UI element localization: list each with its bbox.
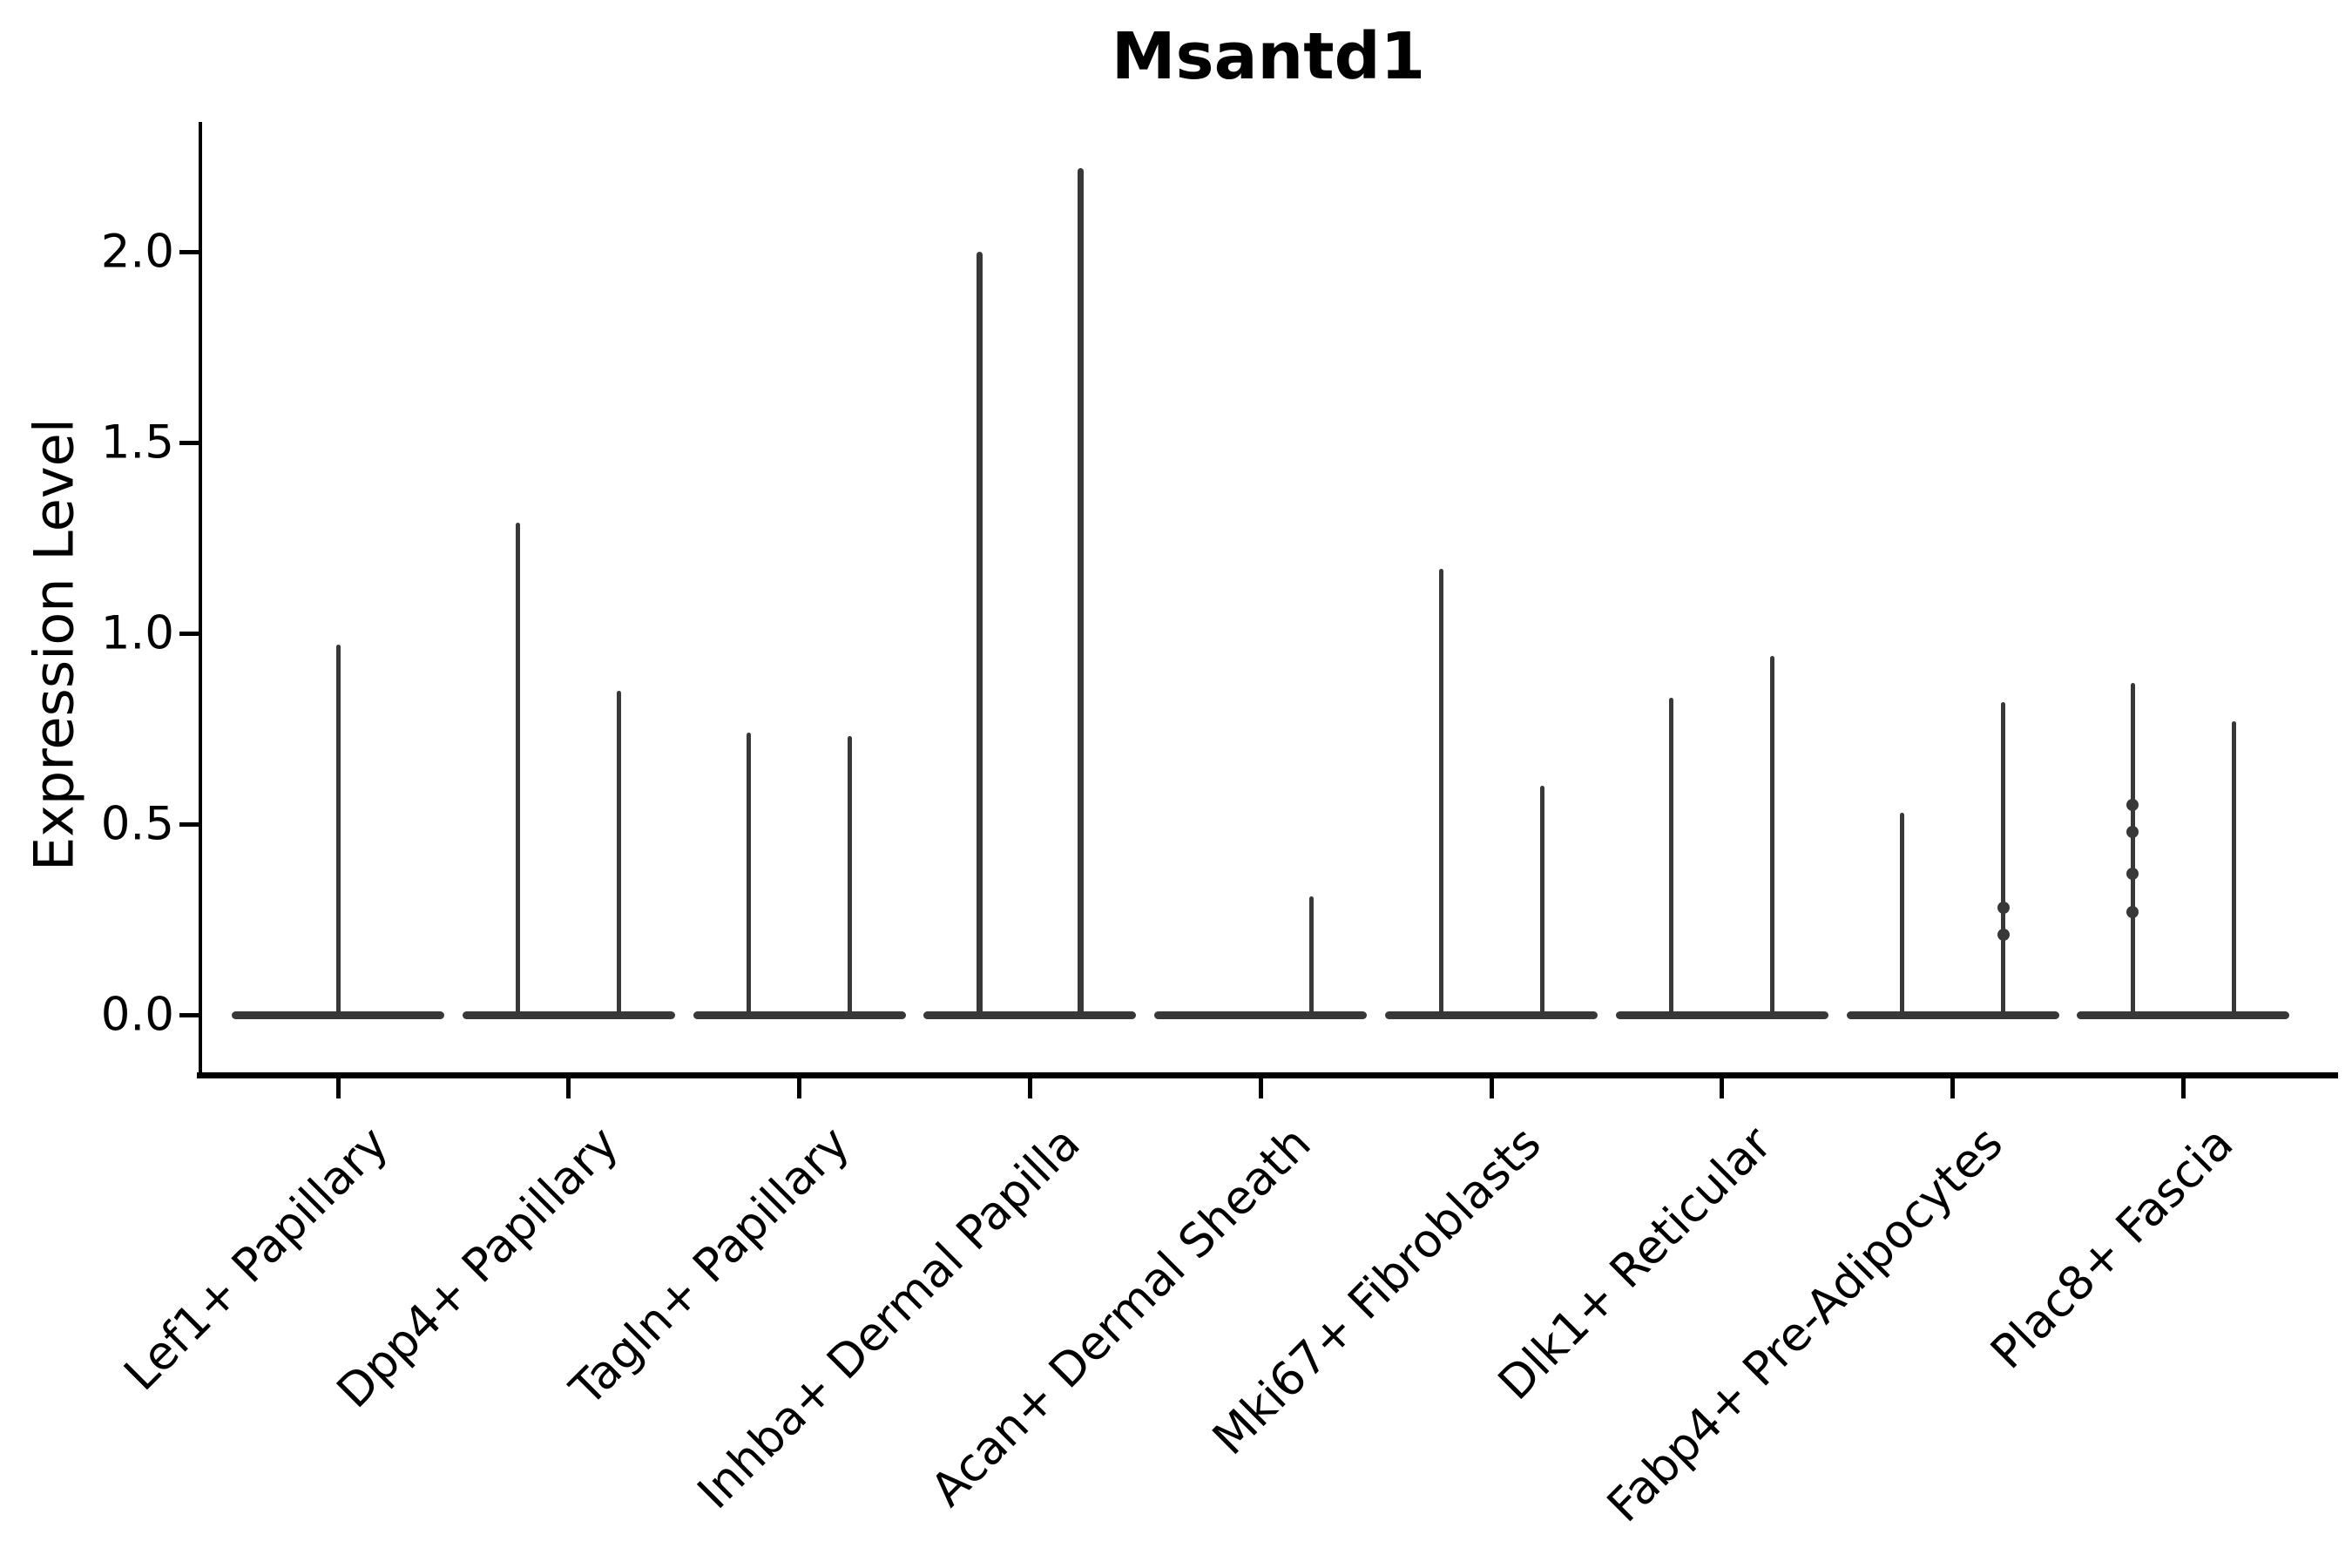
x-tick	[566, 1078, 571, 1098]
x-tick	[1258, 1078, 1263, 1098]
y-tick-label: 0.0	[100, 988, 174, 1042]
y-tick-label: 1.0	[100, 606, 174, 660]
x-tick	[1950, 1078, 1956, 1098]
violin-base	[923, 1010, 1137, 1019]
violin-density-knot	[1997, 902, 2010, 915]
y-tick	[179, 440, 199, 445]
violin-base	[462, 1010, 675, 1019]
x-tick	[1027, 1078, 1032, 1098]
violin-density-knot	[2126, 905, 2139, 918]
violin-spike	[1900, 812, 1905, 1019]
y-axis-spine	[199, 122, 202, 1078]
x-tick	[797, 1078, 802, 1098]
violin-density-knot	[1997, 929, 2010, 942]
chart-title: Msantd1	[1111, 19, 1426, 94]
violin-spike	[747, 732, 752, 1019]
y-tick	[179, 249, 199, 254]
x-tick-label: Plac8+ Fascia	[1981, 1117, 2244, 1380]
violin-base	[1846, 1010, 2059, 1019]
violin-base	[2077, 1010, 2290, 1019]
violin-spike	[2001, 701, 2006, 1019]
x-tick	[1489, 1078, 1494, 1098]
violin-spike	[335, 645, 341, 1019]
y-axis-label: Expression Level	[22, 418, 86, 871]
violin-spike	[1539, 786, 1544, 1019]
y-tick-label: 0.5	[100, 797, 174, 851]
violin-spike	[976, 252, 983, 1019]
violin-spike	[617, 690, 622, 1019]
y-tick	[179, 631, 199, 636]
violin-base	[1385, 1010, 1598, 1019]
y-tick	[179, 1012, 199, 1017]
x-axis-spine	[197, 1072, 2338, 1078]
x-tick-label: Acan+ Dermal Sheath	[921, 1117, 1321, 1517]
x-tick	[335, 1078, 341, 1098]
violin-spike	[516, 522, 521, 1019]
violin-density-knot	[2126, 799, 2139, 812]
violin-density-knot	[2126, 825, 2139, 838]
violin-spike	[2231, 720, 2236, 1019]
x-tick-label: Inhba+ Dermal Papilla	[687, 1117, 1091, 1520]
x-tick	[1720, 1078, 1725, 1098]
x-tick-label: Fabp4+ Pre-Adipocytes	[1597, 1117, 2013, 1533]
violin-base	[1154, 1010, 1368, 1019]
violin-spike	[848, 736, 853, 1019]
y-tick-label: 2.0	[100, 225, 174, 279]
violin-spike	[1669, 698, 1674, 1019]
violin-base	[1615, 1010, 1828, 1019]
y-tick	[179, 821, 199, 827]
violin-spike	[1077, 167, 1084, 1019]
violin-spike	[1770, 656, 1775, 1019]
violin-density-knot	[2126, 867, 2139, 880]
violin-base	[693, 1010, 906, 1019]
x-tick	[2180, 1078, 2186, 1098]
violin-spike	[1308, 896, 1314, 1019]
violin-spike	[1438, 568, 1443, 1019]
violin-spike	[2130, 682, 2135, 1019]
y-tick-label: 1.5	[100, 416, 174, 470]
